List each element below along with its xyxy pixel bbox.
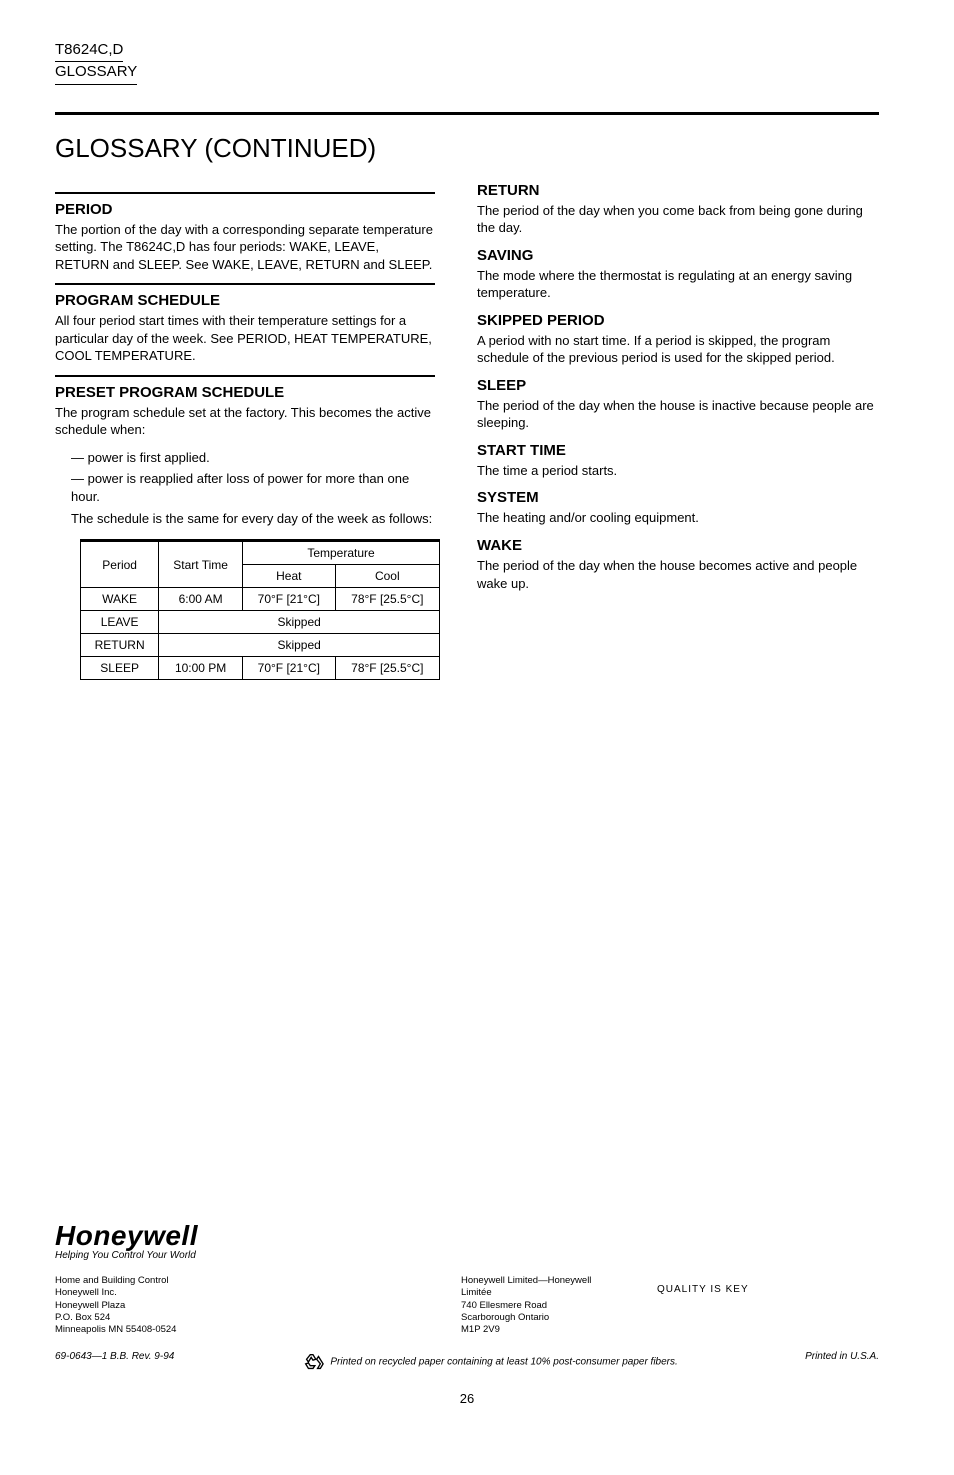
cell-period: RETURN — [81, 634, 159, 657]
quality-mark: QUALITY IS KEY — [657, 1275, 879, 1337]
footer-printed: Printed in U.S.A. — [805, 1351, 879, 1373]
cell-period: WAKE — [81, 588, 159, 611]
cell-start: 10:00 PM — [159, 657, 243, 680]
defn-saving: The mode where the thermostat is regulat… — [477, 267, 879, 302]
legal-address-us: Home and Building Control Honeywell Inc.… — [55, 1275, 425, 1337]
addr-line: Honeywell Inc. — [55, 1287, 425, 1299]
preset-bullet-2: — power is reapplied after loss of power… — [55, 470, 435, 505]
term-return: RETURN — [477, 182, 879, 199]
cell-start: 6:00 AM — [159, 588, 243, 611]
term-sleep: SLEEP — [477, 377, 879, 394]
addr-line: Honeywell Plaza — [55, 1300, 425, 1312]
table-row: LEAVE Skipped — [81, 611, 440, 634]
table-row: SLEEP 10:00 PM 70°F [21°C] 78°F [25.5°C] — [81, 657, 440, 680]
defn-wake: The period of the day when the house bec… — [477, 557, 879, 592]
th-cool: Cool — [335, 565, 439, 588]
recycle-text: Printed on recycled paper containing at … — [330, 1356, 677, 1367]
term-progsched: PROGRAM SCHEDULE — [55, 292, 435, 309]
term-period: PERIOD — [55, 201, 435, 218]
defn-progsched: All four period start times with their t… — [55, 312, 435, 365]
left-column: PERIOD The portion of the day with a cor… — [55, 182, 435, 681]
right-column: RETURN The period of the day when you co… — [477, 182, 879, 681]
term-skipped: SKIPPED PERIOD — [477, 312, 879, 329]
quality-text: QUALITY IS KEY — [657, 1283, 879, 1296]
term-starttime: START TIME — [477, 442, 879, 459]
cell-cool: 78°F [25.5°C] — [335, 657, 439, 680]
brand-tagline: Helping You Control Your World — [55, 1250, 879, 1261]
page-number: 26 — [55, 1391, 879, 1406]
header-rule — [55, 112, 879, 115]
legal-block: Home and Building Control Honeywell Inc.… — [55, 1275, 879, 1337]
defn-starttime: The time a period starts. — [477, 462, 879, 480]
th-heat: Heat — [243, 565, 336, 588]
doc-model: T8624C,D — [55, 40, 123, 62]
defn-period: The portion of the day with a correspond… — [55, 221, 435, 274]
divider-rule — [55, 283, 435, 285]
defn-return: The period of the day when you come back… — [477, 202, 879, 237]
preset-table-wrap: Period Start Time Temperature Heat Cool … — [80, 539, 435, 680]
divider-rule — [55, 192, 435, 194]
footer-recycle: Printed on recycled paper containing at … — [302, 1351, 678, 1373]
th-temperature: Temperature — [243, 541, 440, 565]
cell-merged: Skipped — [159, 634, 440, 657]
preset-schedule-table: Period Start Time Temperature Heat Cool … — [80, 539, 440, 680]
page-header: T8624C,D GLOSSARY — [55, 40, 879, 85]
term-system: SYSTEM — [477, 489, 879, 506]
th-period: Period — [81, 541, 159, 588]
preset-bullet-1: — power is first applied. — [55, 449, 435, 467]
defn-preset: The program schedule set at the factory.… — [55, 404, 435, 439]
brand-logo-text: Honeywell — [55, 1220, 879, 1252]
cell-period: SLEEP — [81, 657, 159, 680]
cell-merged: Skipped — [159, 611, 440, 634]
term-saving: SAVING — [477, 247, 879, 264]
addr-line: Home and Building Control — [55, 1275, 425, 1287]
defn-system: The heating and/or cooling equipment. — [477, 509, 879, 527]
content-columns: PERIOD The portion of the day with a cor… — [55, 182, 879, 681]
brand-block: Honeywell Helping You Control Your World — [55, 1220, 879, 1261]
addr-line: 740 Ellesmere Road — [461, 1300, 621, 1312]
addr-line: Honeywell Limited—Honeywell Limitée — [461, 1275, 621, 1300]
defn-sleep: The period of the day when the house is … — [477, 397, 879, 432]
th-start: Start Time — [159, 541, 243, 588]
doc-section: GLOSSARY — [55, 62, 137, 84]
cell-cool: 78°F [25.5°C] — [335, 588, 439, 611]
cell-heat: 70°F [21°C] — [243, 588, 336, 611]
recycle-icon — [302, 1351, 324, 1373]
footer-doc-id: 69-0643—1 B.B. Rev. 9-94 — [55, 1351, 174, 1373]
addr-line: Scarborough Ontario — [461, 1312, 621, 1324]
addr-line: M1P 2V9 — [461, 1324, 621, 1336]
term-wake: WAKE — [477, 537, 879, 554]
footer-row: 69-0643—1 B.B. Rev. 9-94 Printed on recy… — [55, 1351, 879, 1373]
preset-bullet-3: The schedule is the same for every day o… — [55, 510, 435, 528]
cell-heat: 70°F [21°C] — [243, 657, 336, 680]
cell-period: LEAVE — [81, 611, 159, 634]
defn-skipped: A period with no start time. If a period… — [477, 332, 879, 367]
term-preset: PRESET PROGRAM SCHEDULE — [55, 384, 435, 401]
legal-address-ca: Honeywell Limited—Honeywell Limitée 740 … — [461, 1275, 621, 1337]
footer-block: Honeywell Helping You Control Your World… — [55, 1220, 879, 1406]
section-title: GLOSSARY (CONTINUED) — [55, 133, 879, 164]
addr-line: Minneapolis MN 55408-0524 — [55, 1324, 425, 1336]
divider-rule — [55, 375, 435, 377]
table-row: WAKE 6:00 AM 70°F [21°C] 78°F [25.5°C] — [81, 588, 440, 611]
addr-line: P.O. Box 524 — [55, 1312, 425, 1324]
table-row: RETURN Skipped — [81, 634, 440, 657]
